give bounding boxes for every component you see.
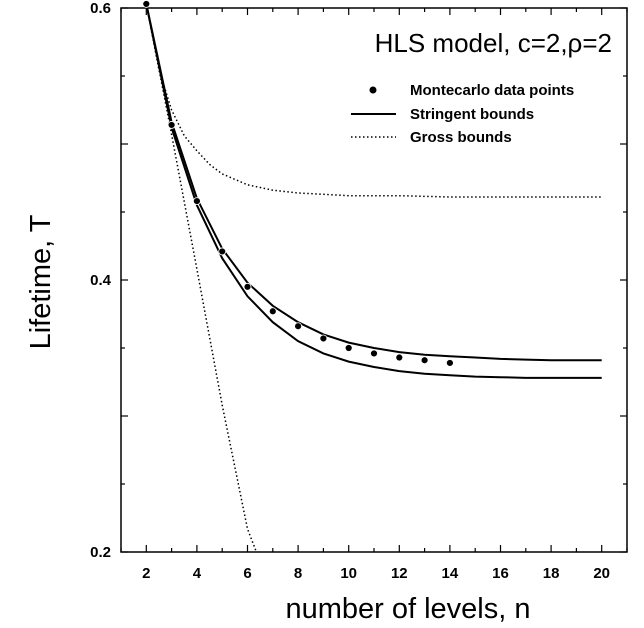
axis-ticks: 2 4 6 8 10 12 14 16 18 20 0.2 0.4 0.6 [90,0,628,582]
x-tick-label: 6 [243,565,251,582]
legend-marker-dots [369,86,377,94]
y-tick-label: 0.4 [90,272,112,289]
montecarlo-point [420,356,429,365]
x-tick-label: 16 [492,565,509,582]
montecarlo-point [319,334,328,343]
y-tick-label: 0.6 [90,0,111,17]
gross-bound-line [146,8,602,198]
plot-frame [120,7,628,553]
montecarlo-point [142,0,151,8]
legend-label: Montecarlo data points [410,82,574,99]
montecarlo-point [294,322,303,331]
montecarlo-point [243,282,252,291]
x-tick-label: 18 [543,565,560,582]
chart-title: HLS model, c=2,ρ=2 [375,28,612,58]
x-tick-label: 8 [294,565,302,582]
x-axis-title: number of levels, n [285,593,530,625]
x-tick-label: 10 [340,565,357,582]
legend: Montecarlo data points Stringent bounds Gr… [351,82,574,146]
montecarlo-point [395,353,404,362]
montecarlo-point [370,349,378,358]
y-axis-title: Lifetime, T [25,214,57,349]
montecarlo-point [268,307,277,316]
y-tick-label: 0.2 [90,544,111,561]
montecarlo-point [445,359,454,367]
montecarlo-point [192,197,201,206]
x-tick-label: 20 [593,565,610,582]
montecarlo-point [218,247,227,256]
montecarlo-point [167,121,176,129]
montecarlo-point [344,344,353,352]
stringent-bound-line [146,8,602,379]
x-tick-label: 4 [193,565,202,582]
plot-series [142,0,602,552]
x-tick-label: 12 [391,565,408,582]
legend-label: Stringent bounds [410,106,534,123]
x-tick-label: 14 [442,565,459,582]
x-tick-label: 2 [142,565,150,582]
legend-label: Gross bounds [410,129,512,146]
